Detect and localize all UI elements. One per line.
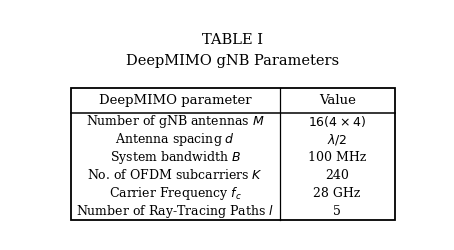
Text: DeepMIMO gNB Parameters: DeepMIMO gNB Parameters bbox=[126, 54, 339, 68]
Text: Value: Value bbox=[319, 94, 355, 107]
Text: TABLE I: TABLE I bbox=[202, 33, 263, 47]
Text: System bandwidth $B$: System bandwidth $B$ bbox=[109, 149, 241, 166]
Text: Number of gNB antennas $M$: Number of gNB antennas $M$ bbox=[86, 113, 265, 130]
Text: $\lambda/2$: $\lambda/2$ bbox=[327, 132, 347, 147]
Text: 28 GHz: 28 GHz bbox=[313, 187, 361, 200]
Text: 5: 5 bbox=[333, 205, 341, 218]
Text: DeepMIMO parameter: DeepMIMO parameter bbox=[99, 94, 252, 107]
Text: Number of Ray-Tracing Paths $l$: Number of Ray-Tracing Paths $l$ bbox=[76, 203, 274, 220]
Text: $16(4 \times 4)$: $16(4 \times 4)$ bbox=[308, 114, 366, 129]
Text: Antenna spacing $d$: Antenna spacing $d$ bbox=[115, 131, 235, 148]
Text: 100 MHz: 100 MHz bbox=[308, 151, 366, 164]
Text: 240: 240 bbox=[325, 169, 349, 182]
Text: Carrier Frequency $f_c$: Carrier Frequency $f_c$ bbox=[109, 185, 242, 202]
Text: No. of OFDM subcarriers $K$: No. of OFDM subcarriers $K$ bbox=[87, 168, 263, 182]
